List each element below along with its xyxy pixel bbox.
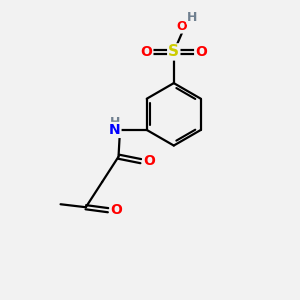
Text: O: O xyxy=(110,203,122,217)
Text: O: O xyxy=(177,20,188,33)
Text: S: S xyxy=(168,44,179,59)
Text: H: H xyxy=(187,11,198,24)
Text: H: H xyxy=(110,116,120,129)
Text: O: O xyxy=(195,45,207,59)
Text: O: O xyxy=(140,45,152,59)
Text: N: N xyxy=(109,123,121,137)
Text: O: O xyxy=(143,154,155,168)
